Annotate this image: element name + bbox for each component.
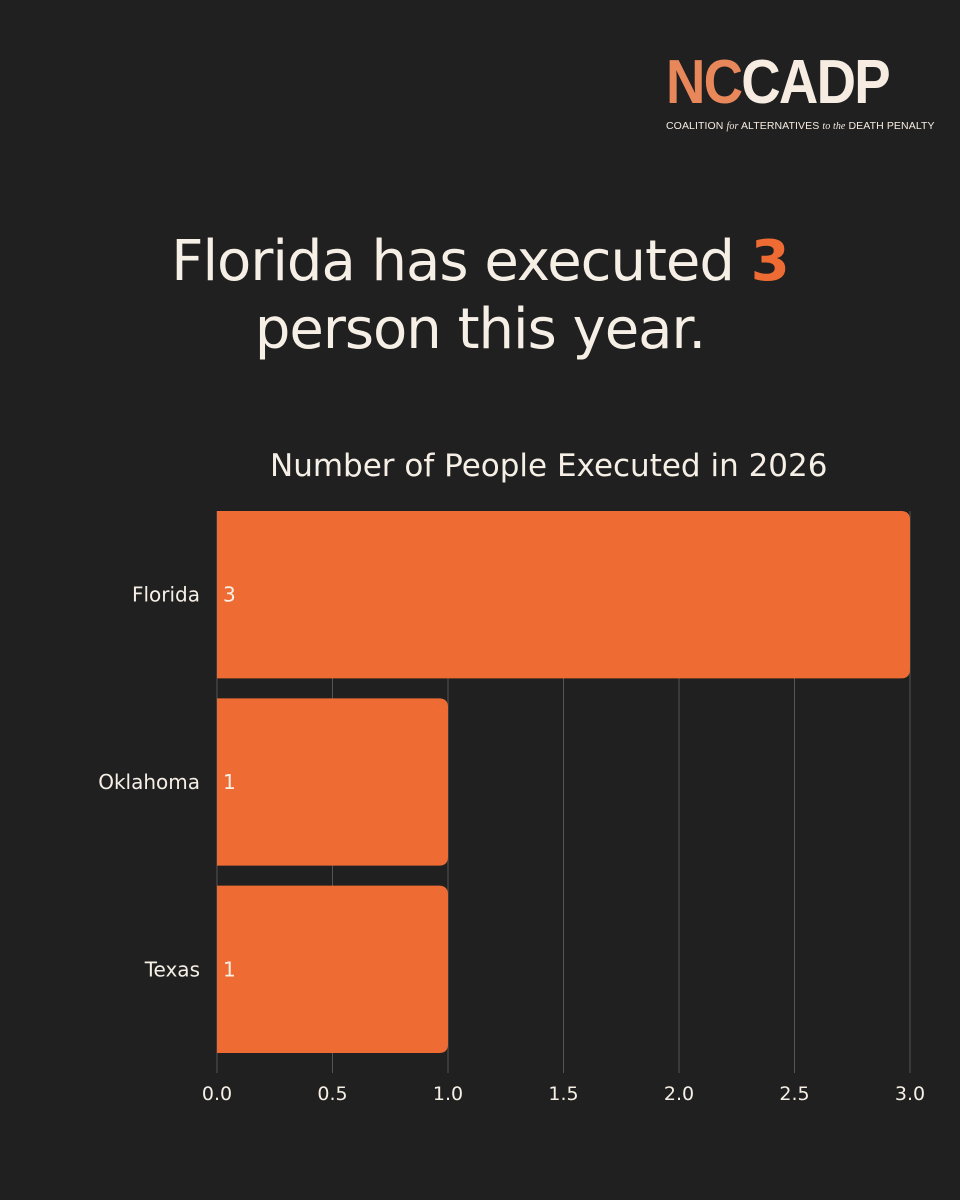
x-tick-label-3: 1.5 xyxy=(548,1083,578,1105)
headline-text-start: Florida has executed xyxy=(171,229,751,294)
data-label-texas: 1 xyxy=(223,957,236,981)
logo-tagline: COALITION for ALTERNATIVES to the DEATH … xyxy=(666,120,935,132)
chart-title: Number of People Executed in 2026 xyxy=(270,448,828,484)
x-tick-label-2: 1.0 xyxy=(433,1083,463,1105)
logo-nc: NC xyxy=(666,48,743,117)
logo-tagline-1: COALITION xyxy=(666,120,727,132)
x-tick-label-5: 2.5 xyxy=(779,1083,809,1105)
logo-tagline-3: ALTERNATIVES xyxy=(738,120,823,132)
bar-oklahoma xyxy=(217,698,448,866)
data-label-oklahoma: 1 xyxy=(223,770,236,794)
logo-tagline-5: DEATH PENALTY xyxy=(845,120,935,132)
x-tick-label-0: 0.0 xyxy=(202,1083,232,1105)
category-label-oklahoma: Oklahoma xyxy=(98,770,200,794)
data-label-florida: 3 xyxy=(223,583,236,607)
x-tick-label-6: 3.0 xyxy=(895,1083,925,1105)
bar-florida xyxy=(217,511,910,679)
logo-tagline-2: for xyxy=(726,121,739,132)
headline-number: 3 xyxy=(750,229,790,294)
logo-wordmark: NCCADP xyxy=(666,52,891,114)
bar-texas xyxy=(217,885,448,1053)
nccadp-logo: NCCADP COALITION for ALTERNATIVES to the… xyxy=(666,52,935,133)
headline-text-end: person this year. xyxy=(254,297,706,362)
x-tick-label-1: 0.5 xyxy=(317,1083,347,1105)
logo-tagline-4: to the xyxy=(822,121,846,132)
logo-cadp: CADP xyxy=(741,48,890,117)
x-tick-label-4: 2.0 xyxy=(664,1083,694,1105)
category-label-texas: Texas xyxy=(144,957,200,981)
headline: Florida has executed 3 person this year. xyxy=(0,228,960,364)
category-label-florida: Florida xyxy=(132,583,200,607)
